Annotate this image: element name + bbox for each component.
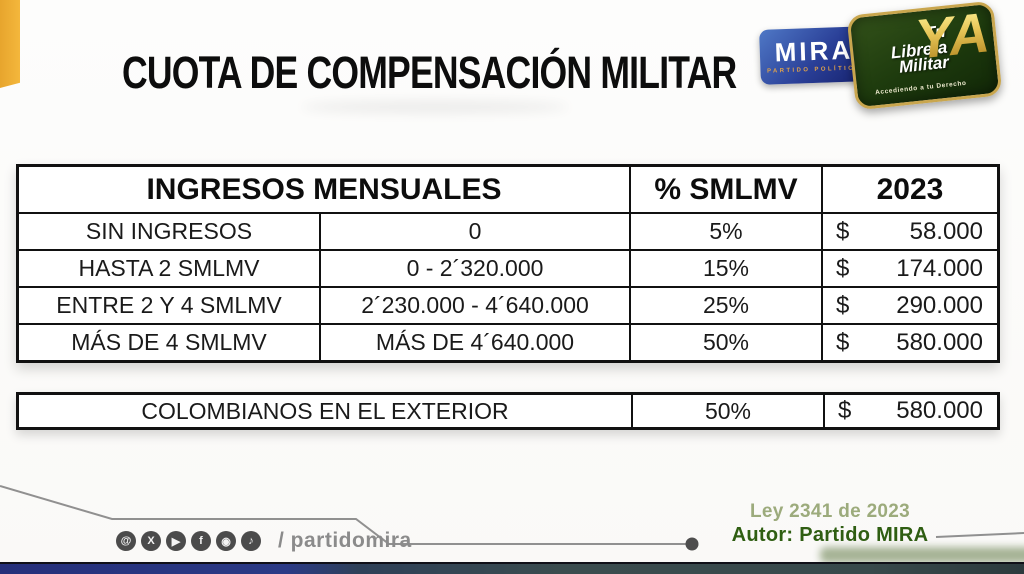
exterior-table: COLOMBIANOS EN EL EXTERIOR 50% $ 580.000 xyxy=(16,392,1000,430)
mira-logo-name: MIRA xyxy=(774,34,854,68)
accent-bar xyxy=(0,0,20,88)
footer-credits: Ley 2341 de 2023 Autor: Partido MIRA xyxy=(695,501,965,547)
social-handle: / partidomira xyxy=(278,529,412,552)
header-pct-smlmv: % SMLMV xyxy=(631,167,823,214)
header-2023: 2023 xyxy=(823,167,997,214)
libreta-tagline: Accediendo a tu Derecho xyxy=(874,79,967,97)
row-range: MÁS DE 4´640.000 xyxy=(321,325,631,360)
x-icon: X xyxy=(141,531,161,551)
row-value: $ 290.000 xyxy=(823,288,997,325)
currency-symbol: $ xyxy=(836,328,850,356)
row-pct: 50% xyxy=(631,325,823,360)
row-range: 0 xyxy=(321,214,631,251)
exterior-label: COLOMBIANOS EN EL EXTERIOR xyxy=(19,395,633,427)
row-label: HASTA 2 SMLMV xyxy=(19,251,321,288)
social-media-row: @ X ▶ f ◉ ♪ / partidomira xyxy=(116,529,412,553)
row-pct: 15% xyxy=(631,251,823,288)
row-pct: 25% xyxy=(631,288,823,325)
header-ingresos-mensuales: INGRESOS MENSUALES xyxy=(19,167,631,214)
instagram-icon: ◉ xyxy=(216,531,236,551)
amount: 580.000 xyxy=(896,328,983,356)
line-end-dot xyxy=(685,537,699,551)
amount: 290.000 xyxy=(896,291,983,319)
exterior-pct: 50% xyxy=(633,395,825,427)
row-value: $ 580.000 xyxy=(823,325,997,360)
row-label: ENTRE 2 Y 4 SMLMV xyxy=(19,288,321,325)
tiktok-icon: ♪ xyxy=(241,531,261,551)
facebook-icon: f xyxy=(191,531,211,551)
amount: 58.000 xyxy=(909,217,983,245)
currency-symbol: $ xyxy=(836,217,850,245)
law-reference: Ley 2341 de 2023 xyxy=(749,501,911,522)
row-label: MÁS DE 4 SMLMV xyxy=(19,325,321,360)
amount: 580.000 xyxy=(896,397,983,424)
row-range: 0 - 2´320.000 xyxy=(321,251,631,288)
currency-symbol: $ xyxy=(836,291,850,319)
row-value: $ 58.000 xyxy=(823,214,997,251)
page-title: CUOTA DE COMPENSACIÓN MILITAR xyxy=(122,47,737,98)
libreta-militar-badge: Tu Libreta Militar YA Accediendo a tu De… xyxy=(846,0,1003,111)
row-pct: 5% xyxy=(631,214,823,251)
threads-icon: @ xyxy=(116,531,136,551)
bottom-color-strip xyxy=(0,562,1024,574)
compensation-table: INGRESOS MENSUALES % SMLMV 2023 SIN INGR… xyxy=(16,164,1000,363)
exterior-value: $ 580.000 xyxy=(825,395,997,427)
amount: 174.000 xyxy=(896,254,983,282)
row-value: $ 174.000 xyxy=(823,251,997,288)
author-watermark-blur xyxy=(820,547,1024,563)
currency-symbol: $ xyxy=(836,254,850,282)
title-shadow xyxy=(300,101,570,113)
libreta-ya-text: YA xyxy=(912,0,993,71)
row-range: 2´230.000 - 4´640.000 xyxy=(321,288,631,325)
author-credit: Autor: Partido MIRA xyxy=(731,524,929,546)
currency-symbol: $ xyxy=(838,397,852,424)
row-label: SIN INGRESOS xyxy=(19,214,321,251)
youtube-icon: ▶ xyxy=(166,531,186,551)
